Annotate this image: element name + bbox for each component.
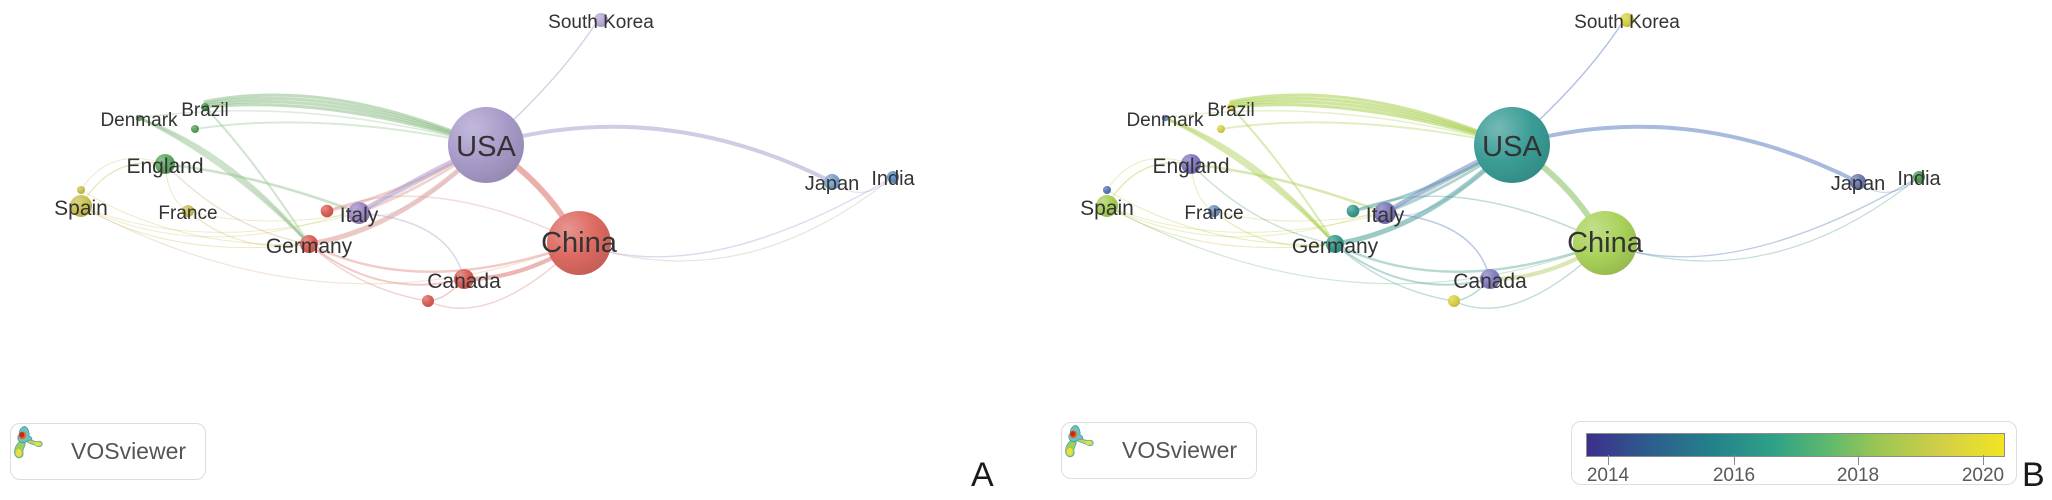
svg-text:Canada: Canada (1453, 270, 1527, 293)
svg-text:Germany: Germany (266, 235, 353, 258)
svg-text:India: India (1897, 168, 1941, 190)
svg-text:Brazil: Brazil (181, 100, 229, 121)
svg-text:Italy: Italy (340, 204, 379, 227)
svg-text:Japan: Japan (1831, 173, 1886, 195)
svg-text:Canada: Canada (427, 270, 501, 293)
svg-text:England: England (126, 155, 203, 178)
svg-text:USA: USA (456, 131, 516, 163)
svg-text:China: China (1567, 227, 1644, 259)
svg-text:France: France (1184, 203, 1243, 224)
svg-text:Spain: Spain (1080, 197, 1134, 220)
svg-text:France: France (158, 203, 217, 224)
svg-text:Germany: Germany (1292, 235, 1379, 258)
svg-text:Italy: Italy (1366, 204, 1405, 227)
svg-text:Brazil: Brazil (1207, 100, 1255, 121)
svg-text:Spain: Spain (54, 197, 108, 220)
svg-text:England: England (1152, 155, 1229, 178)
svg-text:China: China (541, 227, 618, 259)
svg-text:Denmark: Denmark (100, 110, 178, 131)
svg-text:South Korea: South Korea (1574, 12, 1680, 33)
svg-text:USA: USA (1482, 131, 1542, 163)
svg-text:South Korea: South Korea (548, 12, 654, 33)
svg-text:Japan: Japan (805, 173, 860, 195)
svg-text:India: India (871, 168, 915, 190)
svg-text:Denmark: Denmark (1126, 110, 1204, 131)
